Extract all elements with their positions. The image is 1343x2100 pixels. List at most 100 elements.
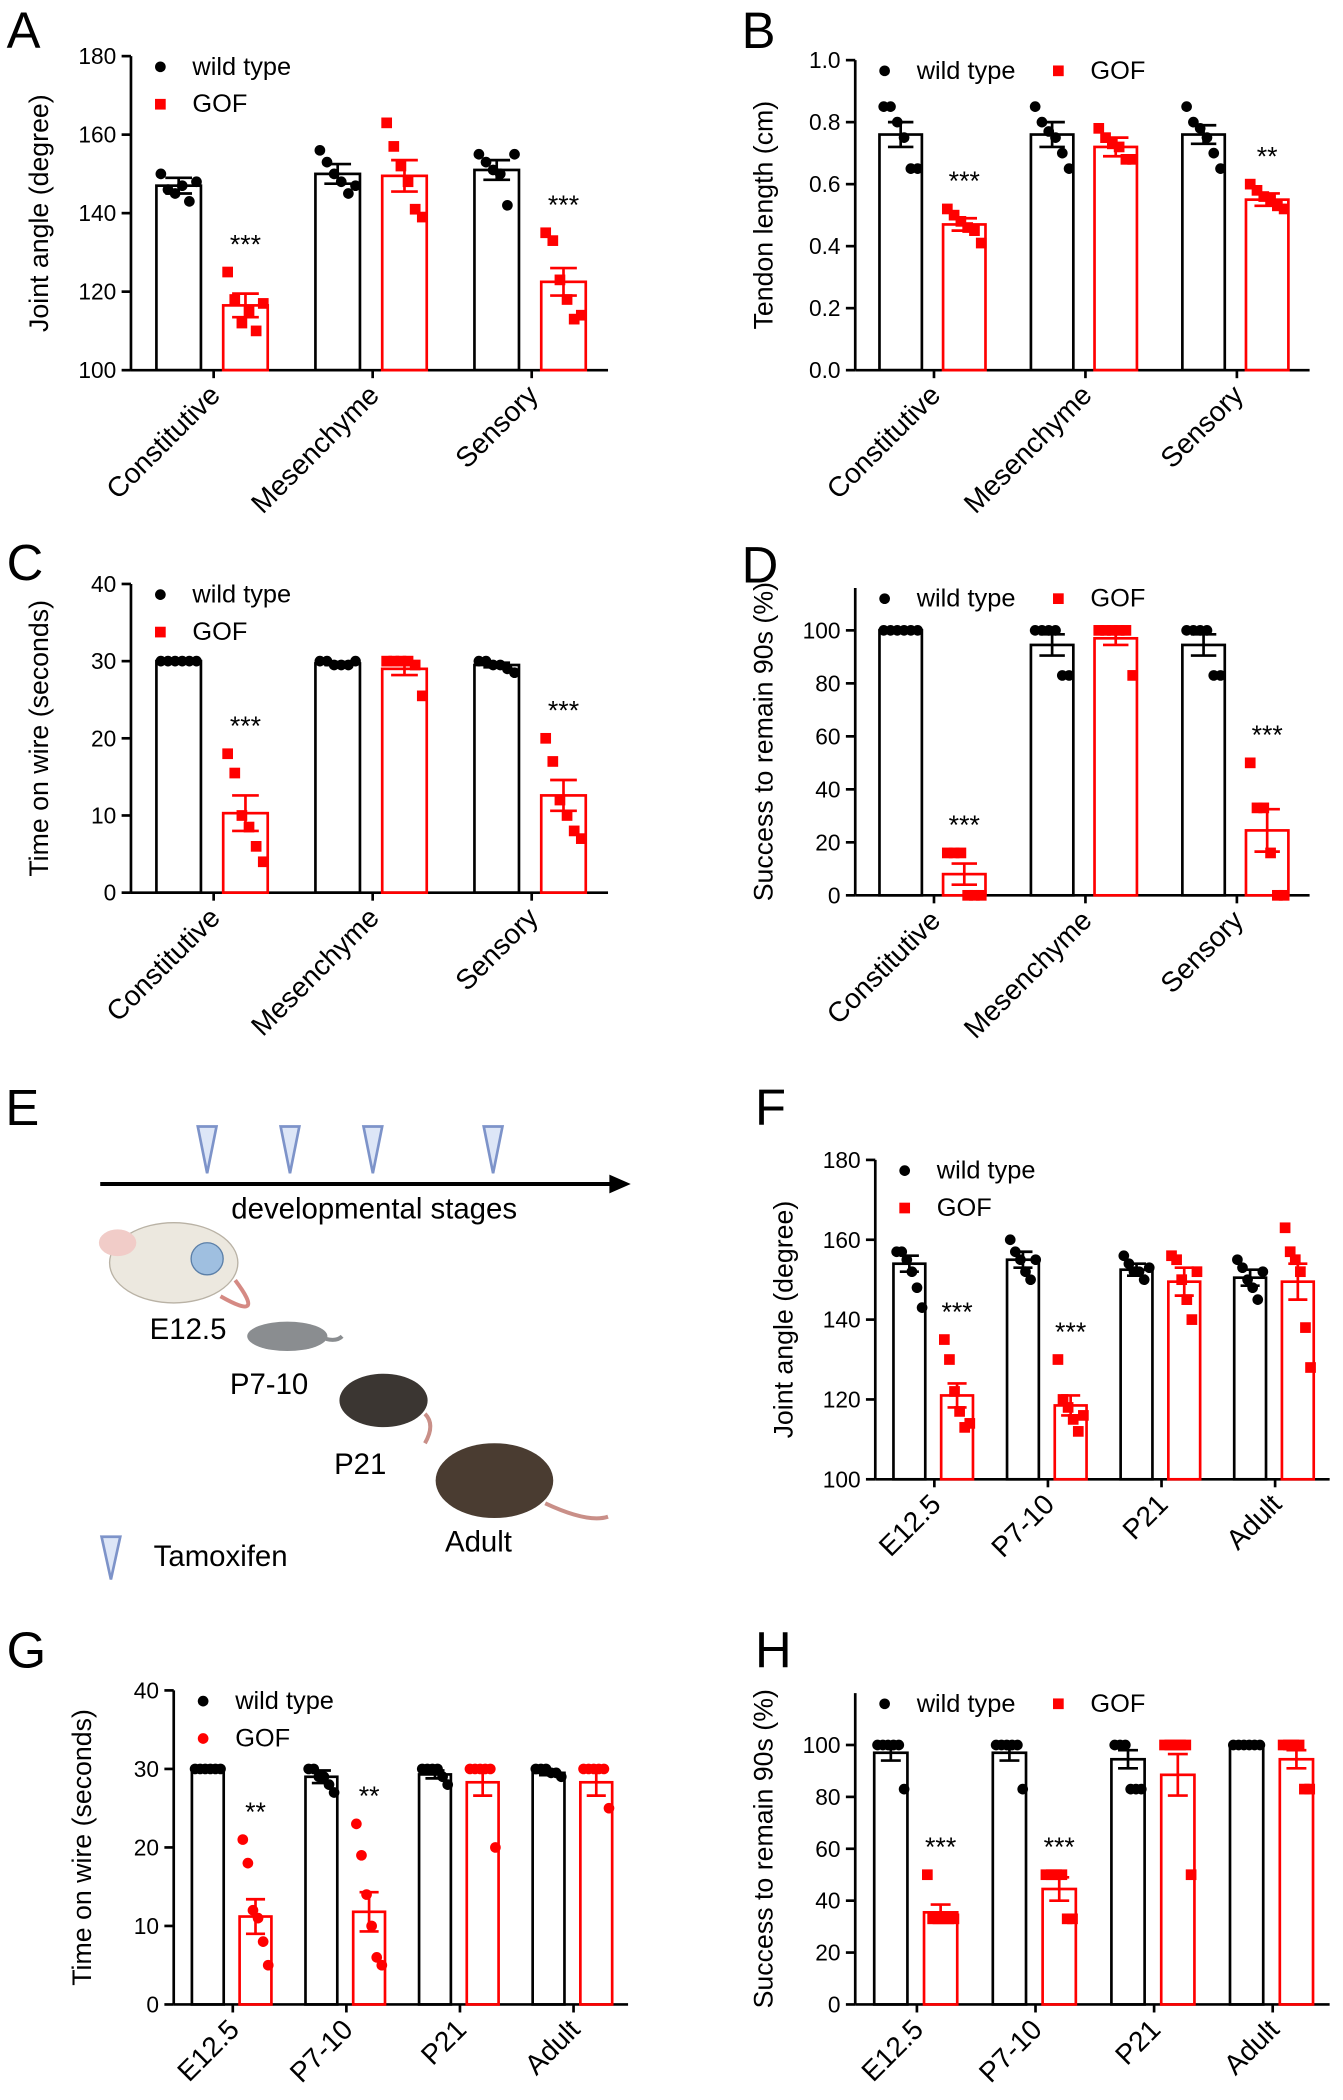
y-tick-label: 0.0 xyxy=(809,357,841,383)
data-point xyxy=(1191,1266,1203,1278)
stage-label: P21 xyxy=(334,1448,386,1481)
mouse-p21 xyxy=(339,1373,433,1445)
x-tick-label: Sensory xyxy=(449,902,544,997)
y-tick-label: 0.2 xyxy=(809,295,841,321)
x-tick-label: Constitutive xyxy=(821,904,947,1030)
data-point xyxy=(1056,147,1068,159)
data-point xyxy=(490,1842,501,1853)
data-point xyxy=(568,313,580,325)
data-point xyxy=(964,1418,976,1429)
data-point xyxy=(896,1246,908,1258)
y-axis-label: Joint angle (degree) xyxy=(768,1201,798,1439)
data-point xyxy=(328,1787,340,1798)
data-point xyxy=(912,163,923,174)
data-point xyxy=(1215,670,1226,681)
data-point xyxy=(1072,1426,1084,1437)
panel-label: H xyxy=(755,1622,792,1679)
panel-label: E xyxy=(5,1079,39,1136)
data-point xyxy=(598,1763,610,1775)
data-point xyxy=(388,141,400,152)
data-point xyxy=(308,1763,320,1775)
data-point xyxy=(1251,184,1263,196)
data-point xyxy=(1254,1739,1266,1751)
x-tick-label: E12.5 xyxy=(855,2014,929,2088)
legend-marker xyxy=(879,1698,890,1710)
y-tick-label: 20 xyxy=(815,829,840,855)
y-tick-label: 180 xyxy=(823,1147,861,1173)
data-point xyxy=(1186,1314,1198,1325)
data-point xyxy=(509,148,520,160)
legend-label: wild type xyxy=(191,53,291,81)
data-point xyxy=(1036,116,1048,128)
bar xyxy=(1244,198,1290,372)
data-point xyxy=(1123,1258,1135,1270)
data-point xyxy=(1067,1913,1078,1925)
data-point xyxy=(954,1406,965,1417)
data-point xyxy=(1251,802,1263,814)
data-point xyxy=(1208,147,1220,159)
legend-marker xyxy=(1053,593,1064,605)
data-point xyxy=(916,1302,928,1313)
y-tick-label: 60 xyxy=(815,723,840,749)
legend-label: wild type xyxy=(936,1157,1036,1185)
data-point xyxy=(1106,138,1118,150)
tamoxifen-marks xyxy=(196,1125,505,1174)
data-point xyxy=(350,180,361,192)
data-point xyxy=(473,148,485,160)
data-point xyxy=(1135,1783,1147,1795)
y-tick-label: 0.8 xyxy=(809,109,841,135)
data-point xyxy=(409,203,421,215)
data-point xyxy=(1138,1274,1150,1286)
data-point xyxy=(1120,625,1132,636)
y-tick-label: 140 xyxy=(78,200,116,226)
legend-label: wild type xyxy=(916,585,1016,613)
bar xyxy=(417,1773,453,2006)
significance: *** xyxy=(548,696,579,726)
data-point xyxy=(1050,132,1061,143)
data-point xyxy=(402,655,414,667)
y-tick-label: 40 xyxy=(815,776,840,802)
legend-label: GOF xyxy=(1090,1690,1145,1718)
significance: *** xyxy=(941,1297,972,1327)
y-tick-label: 120 xyxy=(78,279,116,305)
data-point xyxy=(561,294,573,305)
legend-marker xyxy=(899,1202,911,1214)
data-point xyxy=(922,1869,933,1881)
data-point xyxy=(1300,1322,1311,1333)
bar xyxy=(1232,1276,1268,1481)
y-tick-label: 100 xyxy=(803,617,841,643)
data-point xyxy=(237,1834,249,1845)
y-tick-label: 160 xyxy=(823,1227,861,1253)
legend-label: Tamoxifen xyxy=(154,1540,288,1573)
data-point xyxy=(948,209,960,221)
data-point xyxy=(1252,1294,1264,1305)
data-point xyxy=(547,235,559,246)
mouse-adult xyxy=(435,1443,609,1521)
data-point xyxy=(1279,1222,1291,1234)
y-tick-label: 10 xyxy=(91,802,116,828)
data-point xyxy=(247,1904,259,1916)
data-point xyxy=(1201,625,1213,636)
data-point xyxy=(561,810,573,821)
x-tick-label: P21 xyxy=(1109,2014,1166,2071)
data-point xyxy=(555,1771,567,1783)
data-point xyxy=(1278,889,1290,901)
data-point xyxy=(1180,1739,1192,1751)
significance: ** xyxy=(245,1797,266,1827)
data-point xyxy=(1093,625,1105,636)
significance: *** xyxy=(230,229,261,259)
data-point xyxy=(547,756,559,767)
bar xyxy=(1110,1757,1146,2006)
y-tick-label: 0 xyxy=(828,882,841,908)
data-point xyxy=(1120,153,1132,165)
y-tick-label: 30 xyxy=(91,648,116,674)
data-point xyxy=(1127,670,1139,681)
bar xyxy=(155,184,203,372)
significance: *** xyxy=(1252,720,1283,750)
error-bar xyxy=(1167,1752,1188,1797)
data-point xyxy=(1017,1783,1029,1795)
data-point xyxy=(252,1912,264,1924)
data-point xyxy=(1232,1254,1243,1266)
bar xyxy=(922,1911,959,2006)
